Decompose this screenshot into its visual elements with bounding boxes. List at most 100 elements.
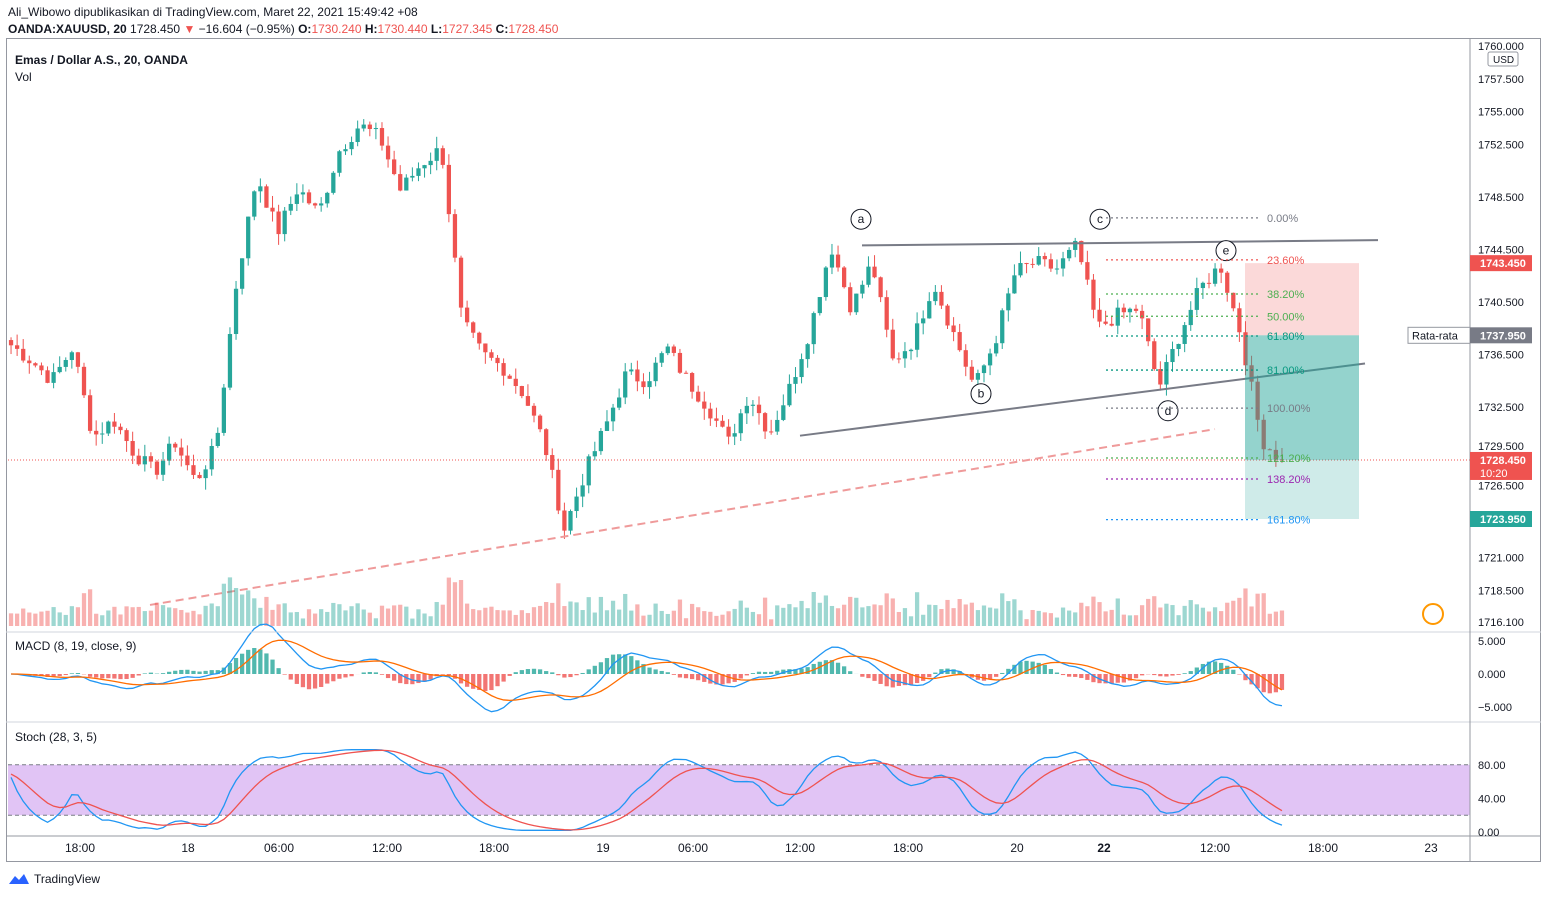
volume-bar	[525, 613, 531, 626]
candle-body	[975, 373, 981, 380]
candle-body	[641, 381, 646, 388]
candle-body	[21, 348, 26, 361]
volume-bar	[939, 609, 944, 626]
candle-body	[27, 360, 32, 364]
macd-histogram-bar	[908, 674, 914, 685]
tradingview-logo-icon	[9, 874, 29, 884]
candle-body	[1176, 343, 1181, 349]
macd-histogram-bar	[142, 673, 147, 674]
macd-histogram-bar	[902, 674, 908, 686]
price-tick-label: 1744.500	[1478, 244, 1524, 256]
volume-bar	[112, 606, 117, 626]
volume-bar	[908, 616, 914, 626]
candle-body	[878, 277, 883, 298]
candle-body	[1018, 263, 1023, 276]
volume-bar	[1219, 611, 1224, 626]
volume-bar	[458, 580, 464, 626]
volume-bar	[209, 603, 214, 626]
chart-legend-title[interactable]: Emas / Dollar A.S., 20, OANDA	[15, 53, 188, 67]
open-label: O:	[298, 22, 312, 36]
stoch-legend[interactable]: Stoch (28, 3, 5)	[15, 730, 98, 744]
candle-body	[410, 175, 415, 178]
volume-bar	[1188, 600, 1193, 626]
macd-histogram-bar	[477, 674, 482, 691]
volume-bar	[227, 577, 233, 626]
volume-bar	[963, 604, 968, 626]
macd-histogram-bar	[1103, 674, 1108, 684]
macd-histogram-bar	[464, 674, 470, 687]
volume-bar	[677, 599, 683, 626]
volume-bar	[1091, 596, 1096, 626]
volume-bar	[1273, 611, 1279, 626]
macd-histogram-bar	[769, 671, 774, 674]
macd-histogram-bar	[203, 670, 208, 674]
low-value: 1727.345	[442, 22, 493, 36]
volume-bar	[1036, 610, 1041, 626]
candle-body	[191, 465, 196, 475]
volume-bar	[14, 613, 20, 626]
candle-body	[1085, 262, 1090, 280]
close-label: C:	[495, 22, 509, 36]
macd-histogram-bar	[562, 674, 567, 678]
wave-label: a	[858, 212, 865, 226]
candle-body	[106, 421, 111, 434]
volume-bar	[404, 606, 409, 626]
time-tick-label: 18:00	[1308, 841, 1338, 855]
price-tag-box	[1470, 255, 1532, 272]
price-tick-label: 1755.000	[1478, 107, 1524, 119]
candle-body	[963, 350, 968, 367]
macd-histogram-bar	[312, 674, 318, 689]
candle-body	[927, 301, 932, 319]
candle-body	[969, 366, 974, 380]
volume-bar	[1054, 617, 1060, 626]
macd-histogram-bar	[519, 670, 524, 674]
candle-body	[349, 142, 354, 150]
candle-body	[428, 160, 433, 166]
macd-histogram-bar	[1115, 674, 1120, 683]
volume-bar	[629, 610, 634, 626]
candle-body	[33, 363, 38, 366]
volume-bar	[148, 610, 154, 626]
volume-bar	[781, 607, 786, 626]
volume-bar	[1146, 598, 1151, 626]
candle-body	[702, 401, 707, 409]
fib-level-label: 161.80%	[1267, 515, 1311, 527]
volume-bar	[744, 607, 749, 626]
volume-bar	[775, 605, 780, 626]
volume-bar	[702, 611, 707, 626]
volume-legend[interactable]: Vol	[15, 70, 32, 84]
low-label: L:	[430, 22, 443, 36]
candle-body	[1054, 268, 1060, 270]
macd-histogram-bar	[100, 674, 105, 679]
volume-bar	[477, 610, 482, 626]
macd-histogram-bar	[641, 664, 646, 674]
volume-bar	[1200, 607, 1206, 626]
tradingview-footer[interactable]: TradingView	[8, 872, 100, 886]
candle-body	[525, 396, 531, 406]
candle-body	[233, 288, 239, 335]
volume-bar	[1060, 607, 1066, 626]
macd-histogram-bar	[775, 670, 780, 674]
candle-body	[209, 445, 214, 470]
macd-histogram-bar	[416, 674, 421, 684]
macd-histogram-bar	[69, 673, 74, 674]
candle-body	[1121, 307, 1126, 313]
macd-histogram-bar	[550, 672, 555, 674]
volume-bar	[1237, 597, 1242, 626]
macd-histogram-bar	[1212, 661, 1218, 674]
volume-bar	[270, 609, 275, 626]
volume-bar	[604, 610, 610, 626]
currency-label: USD	[1493, 55, 1514, 66]
volume-bar	[914, 592, 920, 626]
macd-histogram-bar	[574, 674, 579, 676]
macd-legend[interactable]: MACD (8, 19, close, 9)	[15, 639, 137, 653]
volume-bar	[81, 593, 87, 626]
candle-body	[951, 325, 956, 333]
time-tick-label: 18:00	[479, 841, 509, 855]
time-tick-label: 18:00	[65, 841, 95, 855]
volume-bar	[1158, 607, 1163, 626]
candle-body	[270, 207, 275, 212]
macd-histogram-bar	[124, 674, 129, 679]
volume-bar	[969, 602, 974, 626]
